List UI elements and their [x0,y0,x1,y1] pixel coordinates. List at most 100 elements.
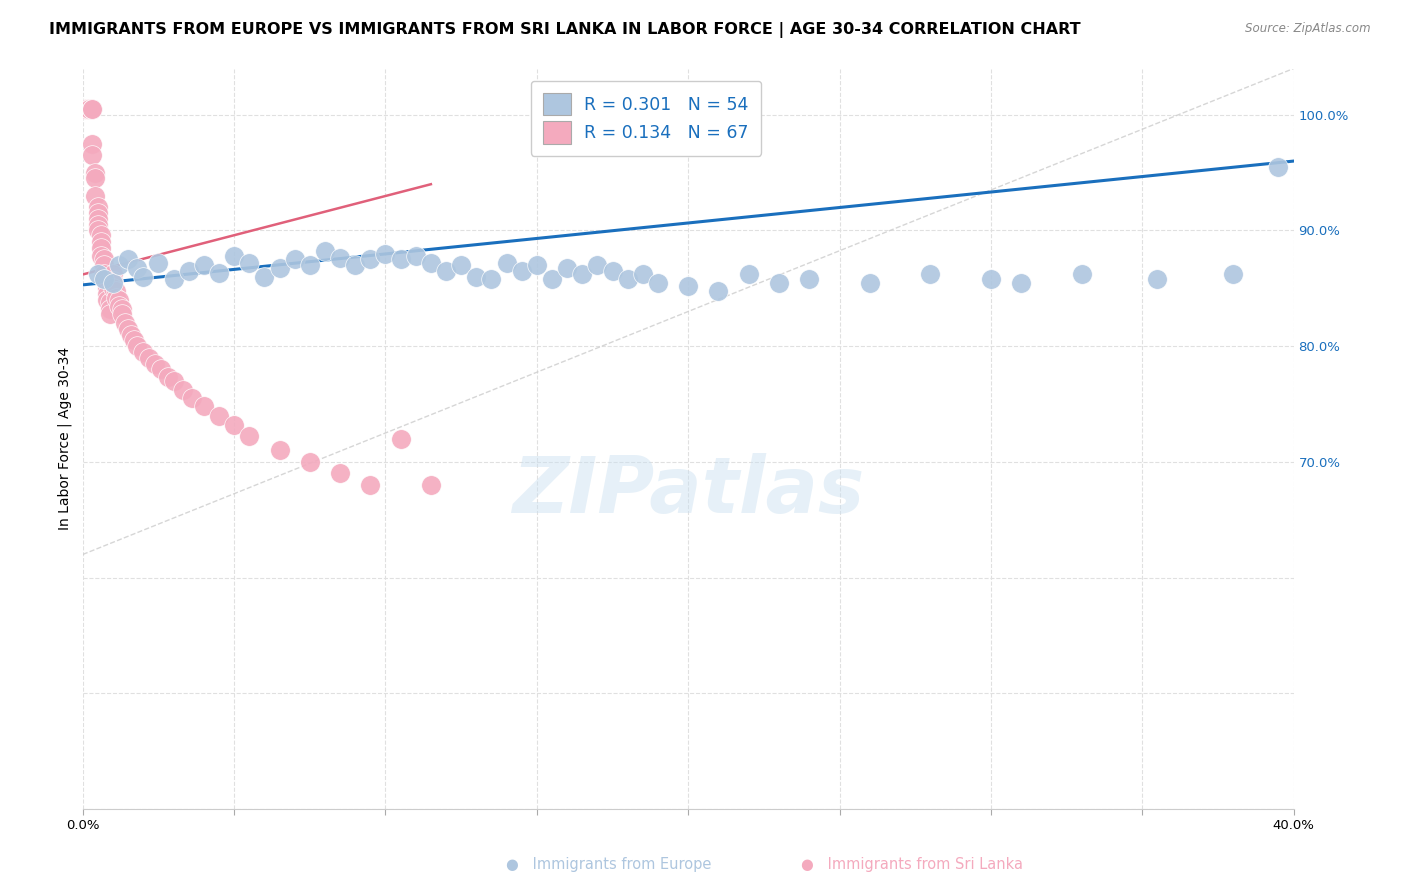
Point [193,258,215,272]
Point [75,102,97,116]
Point [359,252,381,267]
Point [1267,160,1289,174]
Point [284,252,307,267]
Point [298,258,321,272]
Point [111,307,134,321]
Point [419,256,441,270]
Point [96,293,118,307]
Point [150,362,173,376]
Point [495,256,517,270]
Legend: R = 0.301   N = 54, R = 0.134   N = 67: R = 0.301 N = 54, R = 0.134 N = 67 [530,81,761,156]
Point [555,260,578,275]
Point [156,370,179,384]
Point [193,400,215,414]
Point [93,272,115,286]
Point [138,351,160,365]
Point [93,258,115,272]
Point [132,345,155,359]
Point [83,188,105,202]
Point [117,252,139,267]
Point [87,206,110,220]
Point [359,478,381,492]
Point [602,264,624,278]
Point [510,264,533,278]
Point [616,272,638,286]
Point [77,102,100,116]
Point [1146,272,1168,286]
Point [631,268,654,282]
Point [90,235,112,249]
Point [101,274,124,288]
Point [526,258,548,272]
Point [450,258,472,272]
Point [111,302,134,317]
Point [269,443,291,458]
Point [114,316,136,330]
Point [120,327,142,342]
Point [1070,268,1092,282]
Point [108,299,131,313]
Point [208,266,231,280]
Point [98,302,121,317]
Point [87,223,110,237]
Point [269,260,291,275]
Point [77,102,100,116]
Point [87,211,110,226]
Point [101,268,124,282]
Point [707,284,730,298]
Point [145,357,167,371]
Point [80,102,103,116]
Y-axis label: In Labor Force | Age 30-34: In Labor Force | Age 30-34 [58,347,72,531]
Point [93,268,115,282]
Text: ZIPatlas: ZIPatlas [512,452,865,529]
Point [93,272,115,286]
Point [83,166,105,180]
Text: IMMIGRANTS FROM EUROPE VS IMMIGRANTS FROM SRI LANKA IN LABOR FORCE | AGE 30-34 C: IMMIGRANTS FROM EUROPE VS IMMIGRANTS FRO… [49,22,1081,38]
Point [586,258,609,272]
Point [96,287,118,301]
Point [105,284,128,298]
Point [329,467,352,481]
Point [162,272,184,286]
Point [87,218,110,232]
Point [127,339,149,353]
Point [101,276,124,290]
Point [93,252,115,267]
Point [90,249,112,263]
Point [75,102,97,116]
Point [87,200,110,214]
Point [208,409,231,423]
Point [77,102,100,116]
Point [162,374,184,388]
Point [108,258,131,272]
Point [108,293,131,307]
Point [253,269,276,284]
Point [314,244,336,259]
Point [571,268,593,282]
Point [105,291,128,305]
Text: ●   Immigrants from Europe: ● Immigrants from Europe [506,857,711,872]
Point [434,264,457,278]
Point [224,417,246,432]
Point [90,241,112,255]
Point [83,171,105,186]
Point [344,258,367,272]
Point [122,334,145,348]
Point [389,252,412,267]
Text: Source: ZipAtlas.com: Source: ZipAtlas.com [1246,22,1371,36]
Point [87,268,110,282]
Point [238,256,260,270]
Point [859,276,882,290]
Point [419,478,441,492]
Point [148,256,170,270]
Point [389,432,412,446]
Point [465,269,488,284]
Point [405,249,427,263]
Point [481,272,503,286]
Point [1222,268,1244,282]
Point [127,260,149,275]
Point [96,276,118,290]
Point [374,246,396,260]
Text: ●   Immigrants from Sri Lanka: ● Immigrants from Sri Lanka [801,857,1024,872]
Point [75,102,97,116]
